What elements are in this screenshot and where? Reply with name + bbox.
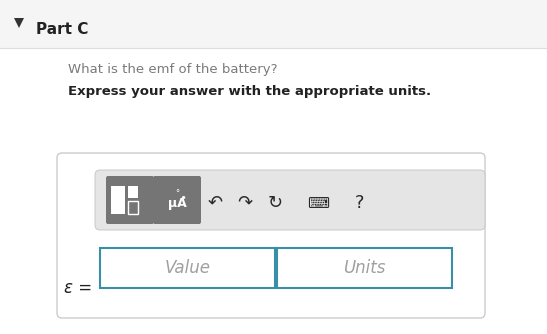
FancyBboxPatch shape	[57, 153, 485, 318]
FancyBboxPatch shape	[277, 248, 452, 288]
Text: Express your answer with the appropriate units.: Express your answer with the appropriate…	[68, 86, 431, 99]
FancyBboxPatch shape	[128, 186, 138, 198]
Text: ?: ?	[355, 194, 365, 212]
Text: μÅ: μÅ	[167, 196, 187, 210]
FancyBboxPatch shape	[111, 186, 125, 214]
Text: ε =: ε =	[64, 279, 92, 297]
Text: ↻: ↻	[267, 194, 283, 212]
Polygon shape	[14, 18, 24, 28]
Text: ↶: ↶	[207, 194, 223, 212]
Text: Units: Units	[344, 259, 386, 277]
FancyBboxPatch shape	[153, 176, 201, 224]
Text: Part C: Part C	[36, 22, 89, 37]
FancyBboxPatch shape	[0, 0, 547, 48]
FancyBboxPatch shape	[95, 170, 485, 230]
Text: What is the emf of the battery?: What is the emf of the battery?	[68, 63, 277, 76]
Text: ⌨: ⌨	[307, 195, 329, 210]
FancyBboxPatch shape	[106, 176, 154, 224]
Text: Value: Value	[165, 259, 211, 277]
FancyBboxPatch shape	[100, 248, 275, 288]
Text: °: °	[175, 189, 179, 198]
FancyBboxPatch shape	[128, 186, 138, 198]
Text: ↷: ↷	[237, 194, 253, 212]
